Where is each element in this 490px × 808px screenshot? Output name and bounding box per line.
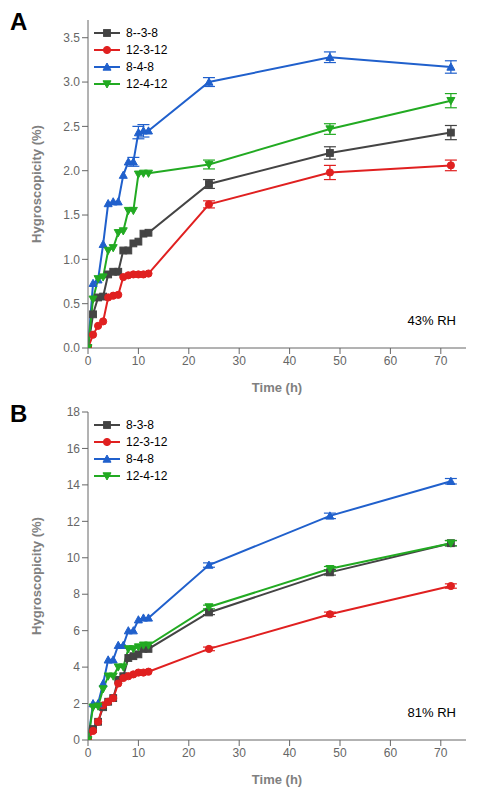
- svg-text:1.0: 1.0: [63, 253, 80, 267]
- html-text:81% RH: 81% RH: [407, 705, 456, 721]
- html-text:8-4-8: 8-4-8: [126, 59, 154, 74]
- svg-text:50: 50: [333, 354, 347, 368]
- html-text:8-4-8: 8-4-8: [126, 451, 154, 466]
- svg-text:10: 10: [67, 551, 81, 565]
- svg-text:60: 60: [384, 354, 398, 368]
- html-text:8-3-8: 8-3-8: [126, 417, 154, 432]
- svg-text:0: 0: [85, 746, 92, 760]
- svg-text:Time (h): Time (h): [252, 380, 302, 395]
- html-text:12-4-12: 12-4-12: [126, 468, 168, 483]
- html-text:B: B: [10, 400, 28, 427]
- svg-text:Time (h): Time (h): [252, 772, 302, 787]
- svg-text:30: 30: [233, 354, 247, 368]
- svg-text:0: 0: [73, 733, 80, 747]
- svg-text:2.5: 2.5: [63, 120, 80, 134]
- svg-text:Hygroscopicity (%): Hygroscopicity (%): [29, 517, 44, 635]
- html-text:12-3-12: 12-3-12: [126, 42, 168, 57]
- svg-text:40: 40: [283, 354, 297, 368]
- html-text:12-3-12: 12-3-12: [126, 434, 168, 449]
- svg-text:30: 30: [233, 746, 247, 760]
- svg-text:70: 70: [434, 746, 448, 760]
- svg-text:10: 10: [132, 746, 146, 760]
- svg-text:60: 60: [384, 746, 398, 760]
- svg-text:6: 6: [73, 624, 80, 638]
- svg-text:10: 10: [132, 354, 146, 368]
- svg-text:3.0: 3.0: [63, 75, 80, 89]
- svg-text:70: 70: [434, 354, 448, 368]
- svg-text:3.5: 3.5: [63, 31, 80, 45]
- svg-text:16: 16: [67, 442, 81, 456]
- html-text:A: A: [10, 8, 28, 35]
- svg-text:2: 2: [73, 697, 80, 711]
- svg-text:1.5: 1.5: [63, 208, 80, 222]
- html-text:12-4-12: 12-4-12: [126, 76, 168, 91]
- svg-text:0.5: 0.5: [63, 297, 80, 311]
- svg-text:12: 12: [67, 515, 81, 529]
- svg-text:2.0: 2.0: [63, 164, 80, 178]
- svg-text:0: 0: [85, 354, 92, 368]
- svg-text:20: 20: [182, 746, 196, 760]
- svg-text:4: 4: [73, 660, 80, 674]
- svg-text:Hygroscopicity (%): Hygroscopicity (%): [29, 125, 44, 243]
- svg-text:14: 14: [67, 478, 81, 492]
- svg-text:50: 50: [333, 746, 347, 760]
- svg-text:20: 20: [182, 354, 196, 368]
- html-text:43% RH: 43% RH: [407, 313, 456, 329]
- svg-text:8: 8: [73, 587, 80, 601]
- svg-text:40: 40: [283, 746, 297, 760]
- svg-text:18: 18: [67, 405, 81, 419]
- svg-text:0.0: 0.0: [63, 341, 80, 355]
- html-text:8--3-8: 8--3-8: [126, 25, 158, 40]
